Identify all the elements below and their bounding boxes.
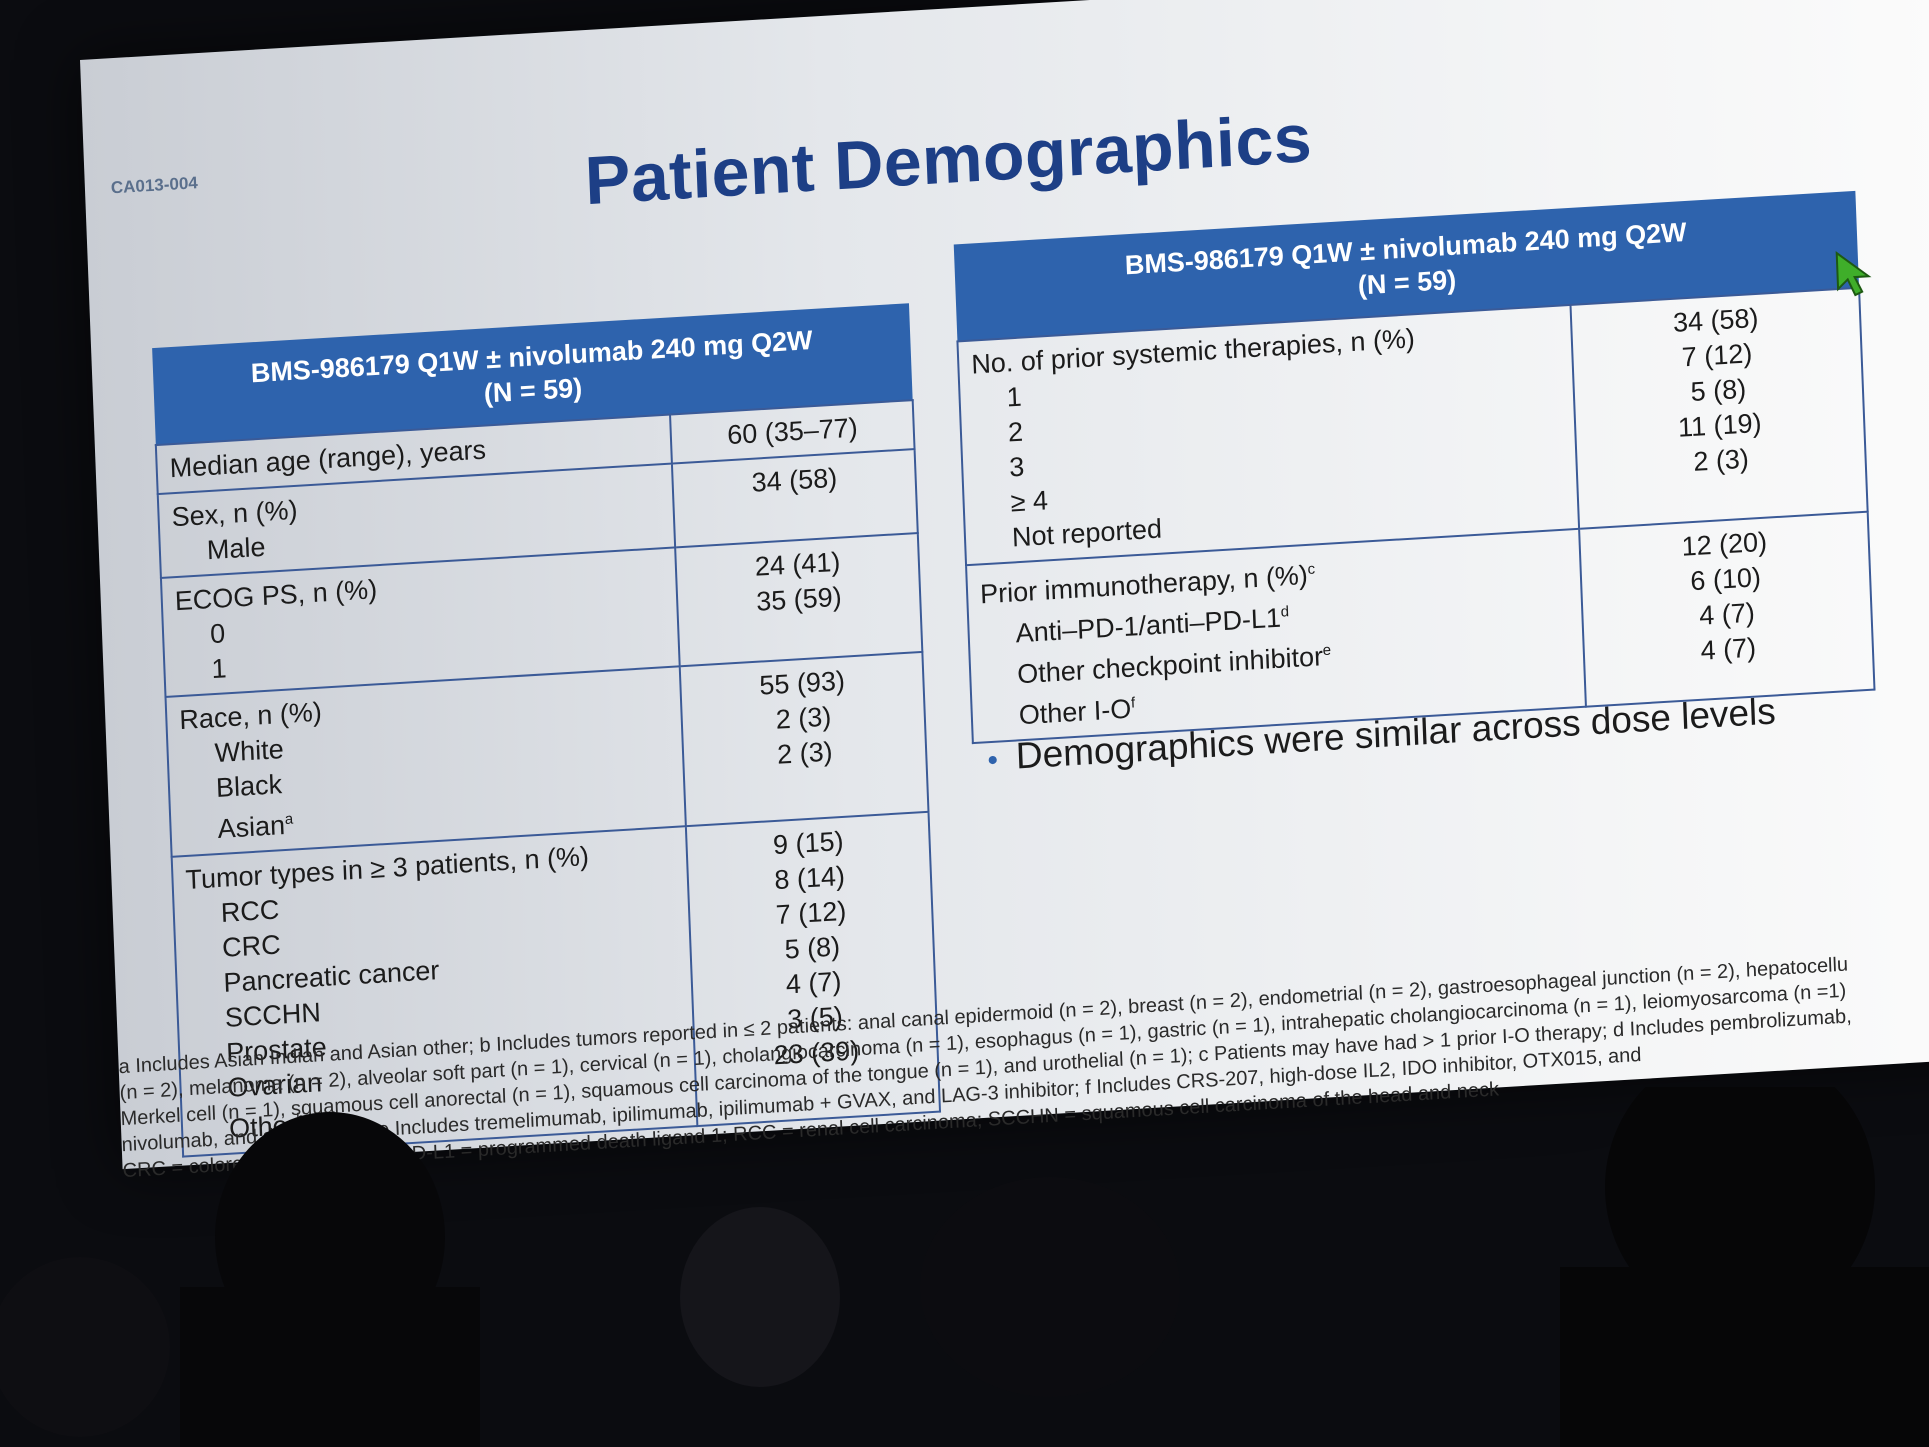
footnote-marker: f <box>1130 694 1136 712</box>
footnote-marker: c <box>1307 560 1316 578</box>
footnote-marker: a <box>284 810 294 829</box>
footnote-marker: d <box>1280 603 1290 621</box>
row-value: 60 (35–77) <box>726 412 859 451</box>
slide-id-label: CA013-004 <box>110 173 199 198</box>
row-label: Other I-O <box>1018 693 1132 731</box>
mouse-pointer-icon <box>1835 251 1872 297</box>
bullet-icon: • <box>986 743 999 778</box>
row-label: Asian <box>217 810 286 845</box>
slide: CA013-004 Patient Demographics BMS-98617… <box>80 0 1929 1182</box>
row-value: 34 (58) <box>751 462 838 498</box>
slide-title: Patient Demographics <box>583 100 1314 220</box>
demographics-table-right: BMS-986179 Q1W ± nivolumab 240 mg Q2W (N… <box>953 190 1876 744</box>
footnote-marker: e <box>1322 641 1332 660</box>
